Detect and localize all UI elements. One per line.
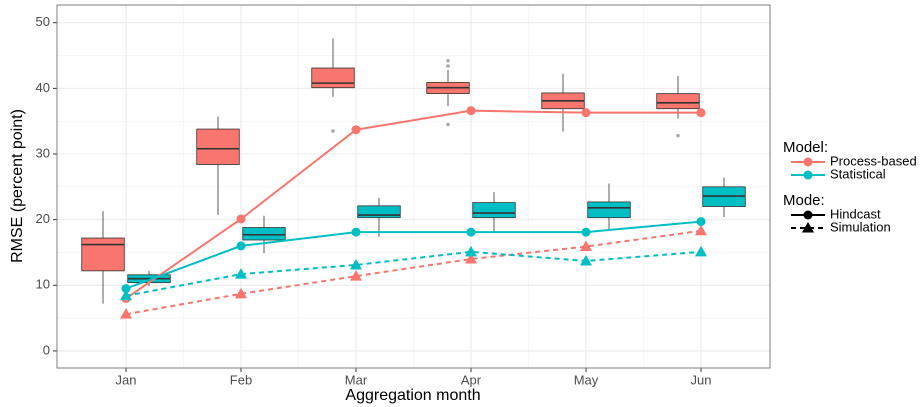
point <box>465 245 477 257</box>
legend-label: Process-based <box>830 153 917 168</box>
legend-label: Hindcast <box>830 206 881 221</box>
x-axis-title: Aggregation month <box>345 387 480 404</box>
point <box>120 308 132 319</box>
box <box>242 227 286 241</box>
panel-border <box>56 4 771 369</box>
box <box>587 201 631 219</box>
box <box>81 237 125 272</box>
point <box>580 255 592 266</box>
point <box>581 227 591 237</box>
legend-label: Statistical <box>830 166 886 181</box>
legend-key <box>803 170 813 180</box>
x-tick-label: Mar <box>345 372 368 387</box>
x-tick-label: Jan <box>116 372 137 387</box>
point <box>580 240 592 252</box>
box <box>472 202 516 219</box>
point <box>120 289 132 301</box>
y-tick-label: 50 <box>36 14 50 29</box>
point <box>235 268 247 279</box>
legend-label: Simulation <box>830 219 891 234</box>
point <box>351 125 361 135</box>
y-tick-label: 30 <box>36 145 50 160</box>
point <box>350 258 362 270</box>
point <box>236 241 246 251</box>
x-tick-label: Jun <box>691 372 712 387</box>
point <box>466 227 476 237</box>
legend-title: Mode: <box>783 192 825 209</box>
y-tick-label: 40 <box>36 80 50 95</box>
line <box>125 109 701 300</box>
point <box>695 245 707 257</box>
y-tick-label: 0 <box>43 342 50 357</box>
point <box>696 108 706 118</box>
x-tick-label: Apr <box>461 372 482 387</box>
y-axis-title: RMSE (percent point) <box>9 109 26 263</box>
point <box>696 217 706 227</box>
point <box>236 214 246 224</box>
point <box>350 270 362 281</box>
legend-key <box>803 157 813 167</box>
line <box>125 250 702 297</box>
outlier <box>331 129 335 133</box>
outlier <box>446 122 450 127</box>
point <box>581 108 591 118</box>
line <box>125 220 702 290</box>
x-tick-label: Feb <box>230 372 252 387</box>
point <box>235 287 247 299</box>
box <box>311 67 355 89</box>
y-tick-label: 20 <box>36 211 50 226</box>
box <box>357 205 401 219</box>
outlier <box>446 64 450 68</box>
legend-key <box>802 222 814 233</box>
line <box>125 229 702 316</box>
point <box>465 253 477 264</box>
box <box>196 128 240 165</box>
point <box>351 227 361 237</box>
outlier <box>676 133 680 138</box>
point <box>466 106 476 116</box>
x-tick-label: May <box>574 372 599 387</box>
point <box>121 284 131 294</box>
point <box>695 224 707 236</box>
legend-key <box>803 210 813 220</box>
y-tick-label: 10 <box>36 277 50 292</box>
outlier <box>446 58 450 63</box>
box <box>656 93 700 110</box>
legend-title: Model: <box>783 139 828 156</box>
